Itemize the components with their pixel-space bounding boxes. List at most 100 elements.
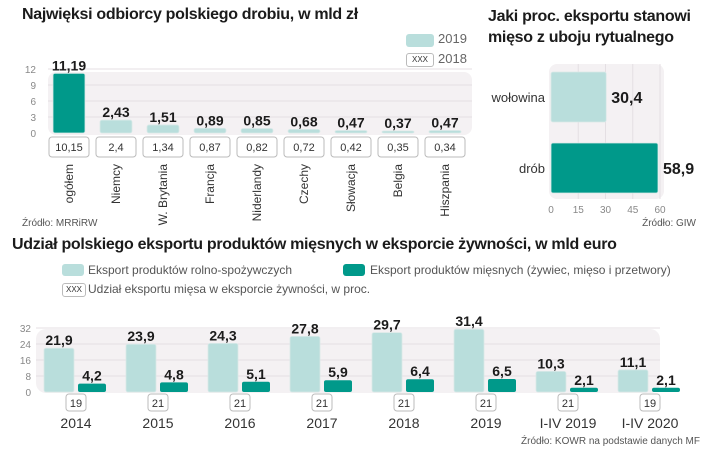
chart3-bar-meat-export xyxy=(406,379,434,392)
chart1-box-2018 xyxy=(48,136,90,158)
chart1-value-label-2019: 1,51 xyxy=(149,109,176,125)
chart1-source: Źródło: MRRiRW xyxy=(22,218,98,229)
chart1-ytick: 3 xyxy=(30,113,36,124)
chart3-share-label: 21 xyxy=(316,398,328,410)
chart3-ytick: 8 xyxy=(25,372,31,383)
chart3-share-label: 21 xyxy=(398,398,410,410)
chart2-bar xyxy=(550,142,659,194)
chart2-category-label: wołowina xyxy=(491,90,546,105)
chart3-value-label-food: 11,1 xyxy=(620,354,647,370)
chart1-bar-2019 xyxy=(52,72,86,134)
chart1-ytick: 9 xyxy=(30,81,36,92)
chart3-share-label: 19 xyxy=(644,398,656,410)
chart1-category-label: W. Brytania xyxy=(156,164,170,226)
chart3-share-box xyxy=(475,393,497,412)
chart3-bar-food-export xyxy=(207,343,239,393)
legend-share-label: Udział eksportu mięsa w eksporcie żywnoś… xyxy=(88,282,371,296)
chart1-category-label: Francja xyxy=(203,164,217,204)
chart1-value-label-2019: 0,89 xyxy=(196,112,223,128)
chart1-value-label-2019: 0,47 xyxy=(337,114,364,130)
chart1-value-label-2018: 10,15 xyxy=(55,142,83,154)
chart1-value-label-2019: 2,43 xyxy=(102,104,129,120)
chart3-ytick: 32 xyxy=(20,324,32,335)
legend-food-export-label: Eksport produktów rolno-spożywczych xyxy=(88,263,293,277)
chart3-category-label: I-IV 2020 xyxy=(622,415,679,431)
chart3-value-label-food: 29,7 xyxy=(373,317,400,333)
chart3-value-label-food: 27,8 xyxy=(291,320,318,336)
chart2-source: Źródło: GIW xyxy=(642,218,696,229)
chart3-title: Udział polskiego eksportu produktów mięs… xyxy=(12,236,617,253)
chart3-share-label: 21 xyxy=(234,398,246,410)
chart3-bar-food-export xyxy=(43,347,75,393)
chart3-category-label: I-IV 2019 xyxy=(540,415,597,431)
chart1-bar-2019 xyxy=(146,124,180,134)
chart3-share-box xyxy=(639,393,661,412)
chart2-xtick: 15 xyxy=(573,205,585,216)
legend-meat-export-label: Eksport produktów mięsnych (żywiec, mięs… xyxy=(370,263,671,277)
chart2-svg: 0 15 30 45 60 wołowina 30,4 drób 58,9 xyxy=(491,64,694,216)
chart3-bar-meat-export xyxy=(488,379,516,392)
chart1-bar-2019 xyxy=(193,127,227,134)
chart2-title-line2: mięso z uboju rytualnego xyxy=(488,29,674,46)
chart1-value-label-2019: 0,47 xyxy=(431,114,458,130)
chart1-value-label-2018: 0,35 xyxy=(387,142,408,154)
chart2-xtick: 0 xyxy=(548,205,554,216)
chart1-category-label: Czechy xyxy=(297,164,311,204)
chart3-share-box xyxy=(557,393,579,412)
chart2-xtick: 60 xyxy=(654,205,666,216)
chart2-category-label: drób xyxy=(519,161,545,176)
chart1-ytick: 0 xyxy=(30,129,36,140)
chart3-share-label: 19 xyxy=(70,398,82,410)
chart3-bar-food-export xyxy=(453,328,485,393)
chart3-value-label-meat: 2,1 xyxy=(574,372,594,388)
legend-2019-swatch xyxy=(406,34,434,47)
chart1-value-label-2018: 0,34 xyxy=(434,142,455,154)
chart3-share-box xyxy=(147,393,169,412)
chart3-svg: 0 8 16 24 32 21,9 4,2 19 2014 23,9 4,8 21 2015 24,3 5,… xyxy=(20,313,680,431)
chart1-plot-bg xyxy=(48,72,472,135)
chart3-ytick: 24 xyxy=(20,340,32,351)
chart3-share-box xyxy=(393,393,415,412)
chart1-box-2018 xyxy=(189,136,231,158)
chart1-category-label: Niemcy xyxy=(109,164,123,204)
chart1-title: Najwięksi odbiorcy polskiego drobiu, w m… xyxy=(22,6,358,23)
chart3-category-label: 2015 xyxy=(142,415,173,431)
legend-meat-export-swatch xyxy=(343,264,365,276)
legend-food-export-swatch xyxy=(62,264,84,276)
chart3-share-label: 21 xyxy=(480,398,492,410)
chart1-svg: 0 3 6 9 12 11,19 10,15 ogółem 2,43 2,4 Niemcy 1,51 1… xyxy=(25,57,472,226)
chart3-category-label: 2019 xyxy=(470,415,501,431)
chart3-bar-meat-export xyxy=(78,383,106,392)
chart3-share-label: 21 xyxy=(562,398,574,410)
legend-2018-label: 2018 xyxy=(438,51,467,66)
chart1-bar-2019 xyxy=(240,128,274,134)
chart1-ytick: 12 xyxy=(25,65,37,76)
chart3-value-label-food: 10,3 xyxy=(537,355,564,371)
legend-2019-label: 2019 xyxy=(438,31,467,46)
chart3-category-label: 2016 xyxy=(224,415,255,431)
chart1-value-label-2019: 11,19 xyxy=(52,57,86,73)
chart3-share-box xyxy=(311,393,333,412)
chart1-category-label: Hiszpania xyxy=(438,164,452,217)
chart3-value-label-food: 21,9 xyxy=(45,332,72,348)
chart1-box-2018 xyxy=(424,136,466,158)
chart3-bar-meat-export xyxy=(160,382,188,392)
chart3-value-label-meat: 5,9 xyxy=(328,364,348,380)
chart1-bar-2019 xyxy=(428,130,462,134)
chart3-bar-food-export xyxy=(535,371,567,393)
chart3-category-label: 2018 xyxy=(388,415,419,431)
chart1-box-2018 xyxy=(377,136,419,158)
chart3-share-label: 21 xyxy=(152,398,164,410)
chart1-box-2018 xyxy=(95,136,137,158)
chart3-value-label-meat: 2,1 xyxy=(656,372,676,388)
chart3-ytick: 16 xyxy=(20,356,32,367)
legend-share-swatch: XXX xyxy=(62,283,86,297)
chart1-box-2018 xyxy=(236,136,278,158)
chart2-xtick: 45 xyxy=(627,205,639,216)
chart3-value-label-food: 24,3 xyxy=(209,327,236,343)
chart3-bar-food-export xyxy=(125,343,157,393)
chart3-bar-food-export xyxy=(617,369,649,393)
chart3-value-label-meat: 6,5 xyxy=(492,363,512,379)
chart1-bar-2019 xyxy=(381,130,415,134)
chart1-category-label: Belgia xyxy=(391,164,405,198)
